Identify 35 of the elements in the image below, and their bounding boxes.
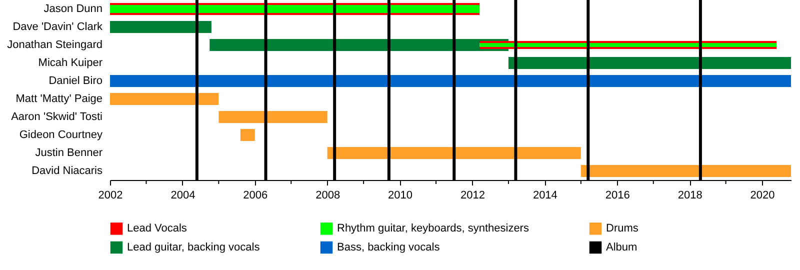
bar: [218, 111, 328, 123]
bar: [210, 39, 508, 51]
y-tick-label: Justin Benner: [35, 147, 103, 159]
y-tick-label: Dave 'Davin' Clark: [12, 21, 103, 33]
y-tick-label: Aaron 'Skwid' Tosti: [11, 111, 102, 123]
bar: [110, 75, 791, 87]
y-tick-label: Gideon Courtney: [19, 129, 103, 141]
x-tick-label: 2014: [532, 190, 558, 202]
legend-label: Lead guitar, backing vocals: [127, 242, 260, 254]
x-tick-label: 2020: [750, 190, 775, 202]
y-tick-label: David Niacaris: [32, 165, 103, 177]
bar: [240, 129, 255, 141]
legend-label: Lead Vocals: [127, 222, 188, 235]
bar: [110, 93, 219, 105]
y-tick-label: Daniel Biro: [48, 75, 102, 87]
x-tick-label: 2002: [98, 190, 123, 202]
y-tick-label: Micah Kuiper: [38, 57, 103, 69]
x-tick-label: 2016: [605, 190, 630, 202]
y-tick-label: Jonathan Steingard: [7, 39, 102, 51]
bar: [508, 57, 791, 69]
bar: [580, 165, 791, 177]
legend-label: Album: [606, 242, 638, 254]
x-tick-label: 2010: [388, 190, 413, 202]
x-tick-label: 2006: [243, 190, 268, 202]
bar: [110, 21, 212, 33]
y-tick-label: Jason Dunn: [44, 3, 102, 15]
x-tick-label: 2004: [170, 190, 196, 202]
legend-label: Bass, backing vocals: [337, 242, 440, 254]
y-tick-label: Matt 'Matty' Paige: [16, 93, 102, 105]
bar: [327, 147, 581, 159]
legend-label: Rhythm guitar, keyboards, synthesizers: [337, 222, 530, 235]
x-tick-label: 2018: [678, 190, 702, 202]
x-tick-label: 2008: [316, 190, 340, 202]
legend-label: Drums: [606, 222, 639, 235]
x-tick-label: 2012: [460, 190, 485, 202]
